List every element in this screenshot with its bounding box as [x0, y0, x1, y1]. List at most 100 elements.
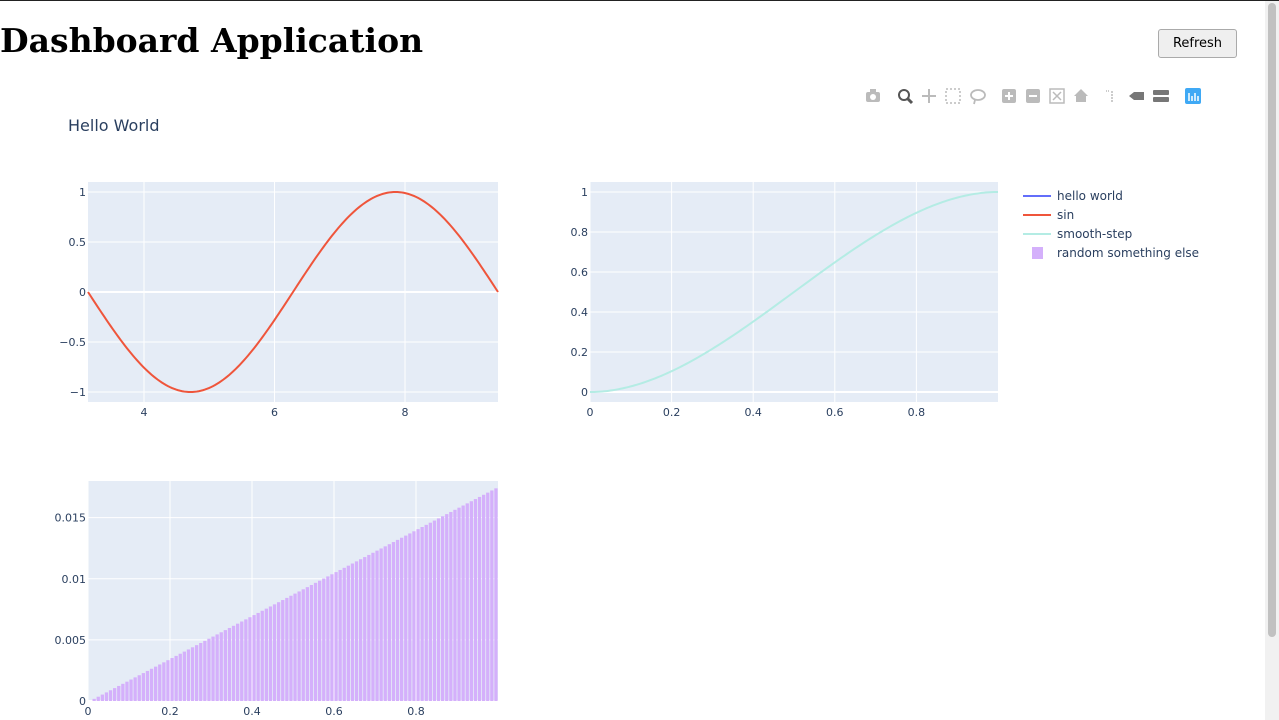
bar[interactable]	[424, 524, 428, 701]
bar[interactable]	[207, 638, 211, 701]
bar[interactable]	[182, 651, 186, 701]
bar[interactable]	[453, 509, 457, 701]
bar[interactable]	[125, 681, 129, 701]
bar[interactable]	[244, 619, 248, 701]
bar[interactable]	[338, 569, 342, 701]
bar[interactable]	[301, 589, 305, 701]
bar[interactable]	[469, 501, 473, 701]
bar[interactable]	[391, 542, 396, 701]
bar[interactable]	[293, 593, 297, 701]
bar[interactable]	[354, 561, 359, 701]
legend-item[interactable]: hello world	[1023, 189, 1123, 203]
bar[interactable]	[252, 615, 256, 701]
bar[interactable]	[190, 647, 195, 701]
series-line-smooth-step[interactable]	[589, 191, 999, 393]
bar[interactable]	[371, 552, 375, 701]
hover-closest-icon[interactable]	[1128, 87, 1146, 105]
reset-axes-icon[interactable]	[1072, 87, 1090, 105]
bar[interactable]	[166, 660, 170, 701]
bar[interactable]	[92, 698, 96, 701]
bar[interactable]	[149, 668, 154, 701]
bar[interactable]	[268, 606, 273, 701]
series-line-sin[interactable]	[87, 190, 499, 394]
bar[interactable]	[367, 554, 371, 701]
bar[interactable]	[285, 597, 289, 701]
bar[interactable]	[441, 516, 445, 701]
legend-item[interactable]: sin	[1023, 208, 1074, 222]
bar[interactable]	[215, 634, 219, 701]
bar[interactable]	[359, 559, 363, 701]
bar[interactable]	[297, 591, 301, 701]
subplot-smooth-step[interactable]: 0 0.2 0.4 0.6 0.8 0 0.2 0.4 0.6 0.8 1	[571, 182, 999, 419]
legend-item[interactable]: random something else	[1032, 246, 1199, 260]
bar[interactable]	[211, 636, 215, 701]
bar[interactable]	[473, 499, 478, 701]
bar[interactable]	[318, 580, 322, 701]
bar[interactable]	[199, 643, 203, 701]
bar[interactable]	[363, 557, 367, 701]
bar[interactable]	[137, 675, 141, 701]
bar[interactable]	[145, 670, 150, 701]
bar[interactable]	[264, 608, 268, 701]
box-select-icon[interactable]	[944, 87, 962, 105]
bar[interactable]	[494, 488, 498, 701]
bar[interactable]	[457, 507, 461, 701]
bar[interactable]	[141, 673, 145, 701]
bar[interactable]	[400, 537, 404, 701]
bar[interactable]	[412, 531, 416, 701]
bar[interactable]	[100, 694, 104, 701]
bar[interactable]	[281, 600, 285, 701]
bar[interactable]	[326, 576, 330, 701]
bar[interactable]	[240, 621, 244, 701]
camera-icon[interactable]	[864, 87, 882, 105]
hover-compare-icon[interactable]	[1152, 87, 1170, 105]
subplot-random-bars[interactable]: 0 0.2 0.4 0.6 0.8 0 0.005 0.01 0.015	[55, 481, 499, 718]
bar[interactable]	[129, 679, 133, 701]
refresh-button[interactable]: Refresh	[1158, 29, 1237, 58]
bar[interactable]	[154, 666, 158, 701]
bar[interactable]	[104, 692, 109, 701]
bar[interactable]	[387, 544, 391, 701]
zoom-out-icon[interactable]	[1024, 87, 1042, 105]
bar[interactable]	[408, 533, 412, 701]
bar[interactable]	[334, 572, 338, 701]
bar[interactable]	[203, 640, 207, 701]
bar[interactable]	[395, 539, 400, 701]
bar[interactable]	[428, 522, 432, 701]
bar[interactable]	[121, 683, 125, 701]
bar[interactable]	[461, 505, 465, 701]
lasso-icon[interactable]	[969, 87, 987, 105]
bar[interactable]	[178, 653, 182, 701]
bar[interactable]	[174, 655, 178, 701]
bar[interactable]	[223, 630, 227, 701]
bar[interactable]	[305, 587, 309, 701]
bar[interactable]	[477, 496, 482, 701]
bar[interactable]	[309, 585, 314, 701]
bar[interactable]	[346, 565, 350, 701]
bar[interactable]	[133, 677, 137, 701]
bar[interactable]	[432, 520, 437, 701]
bar[interactable]	[170, 658, 174, 701]
bar[interactable]	[375, 550, 379, 701]
pan-icon[interactable]	[920, 87, 938, 105]
bar[interactable]	[342, 567, 346, 701]
bar[interactable]	[289, 595, 293, 701]
bar[interactable]	[227, 627, 232, 701]
zoom-in-icon[interactable]	[1000, 87, 1018, 105]
bar[interactable]	[236, 623, 240, 701]
bar[interactable]	[330, 574, 334, 701]
bar[interactable]	[486, 492, 490, 701]
bar[interactable]	[186, 649, 191, 701]
bar[interactable]	[108, 690, 113, 701]
bar[interactable]	[260, 610, 264, 701]
bar[interactable]	[379, 548, 383, 701]
bar[interactable]	[113, 688, 117, 701]
bar[interactable]	[195, 645, 199, 701]
spike-lines-icon[interactable]	[1102, 87, 1120, 105]
bar[interactable]	[162, 662, 166, 701]
bar[interactable]	[256, 612, 260, 701]
legend-item[interactable]: smooth-step	[1023, 227, 1132, 241]
bar[interactable]	[272, 604, 277, 701]
bar[interactable]	[490, 490, 494, 701]
bar[interactable]	[383, 546, 387, 701]
